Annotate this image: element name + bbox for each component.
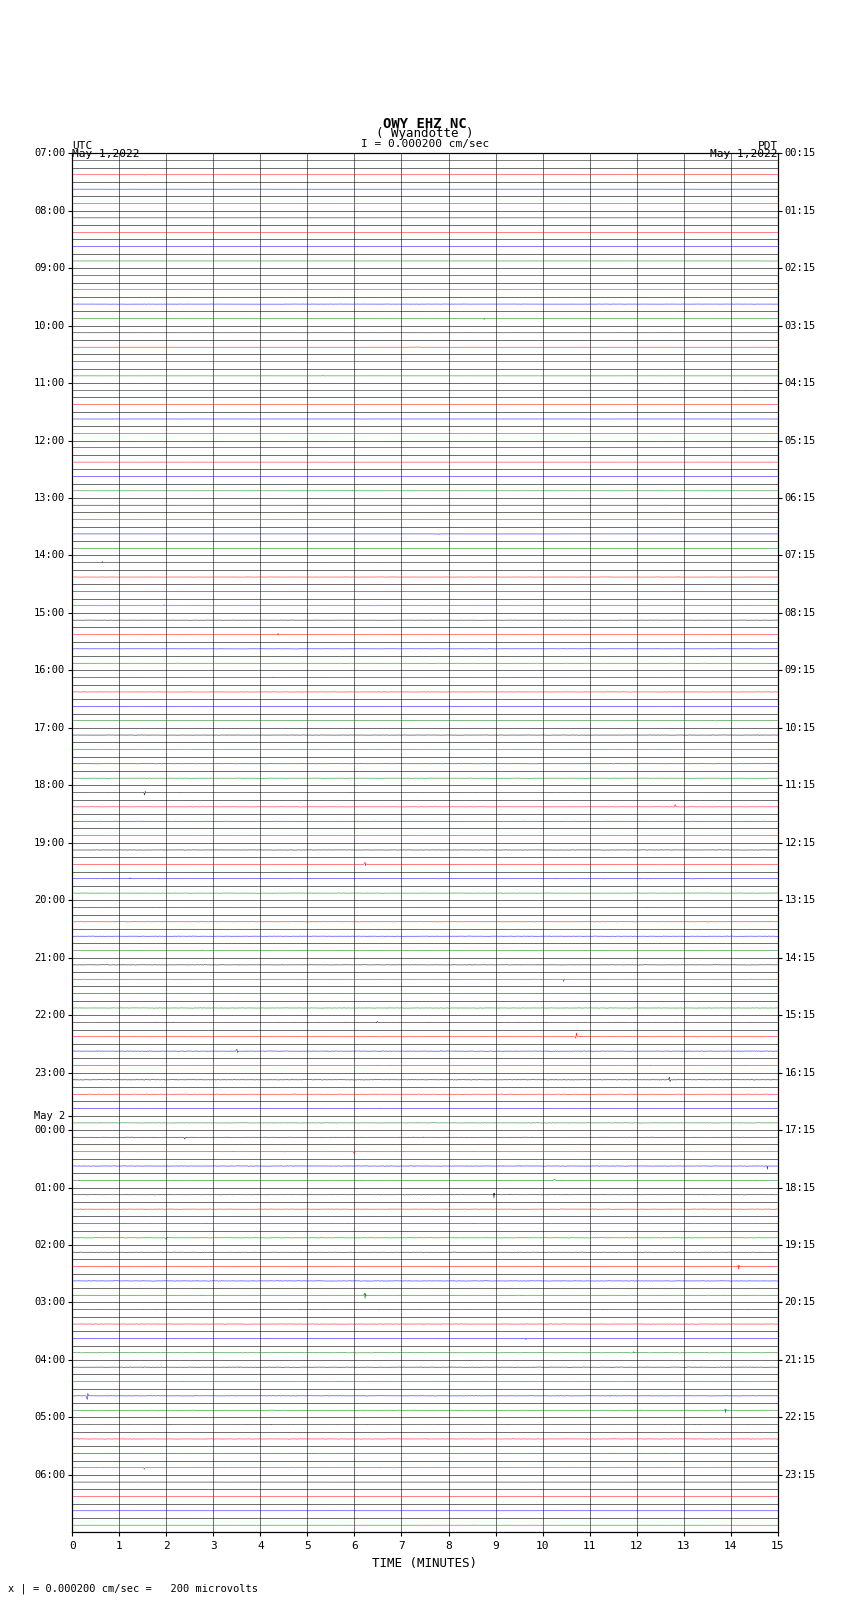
Text: May 1,2022: May 1,2022 xyxy=(711,148,778,160)
Text: May 1,2022: May 1,2022 xyxy=(72,148,139,160)
Text: I = 0.000200 cm/sec: I = 0.000200 cm/sec xyxy=(361,139,489,150)
Text: ( Wyandotte ): ( Wyandotte ) xyxy=(377,126,473,140)
X-axis label: TIME (MINUTES): TIME (MINUTES) xyxy=(372,1557,478,1569)
Text: x | = 0.000200 cm/sec =   200 microvolts: x | = 0.000200 cm/sec = 200 microvolts xyxy=(8,1582,258,1594)
Text: UTC: UTC xyxy=(72,140,93,152)
Text: OWY EHZ NC: OWY EHZ NC xyxy=(383,118,467,132)
Text: PDT: PDT xyxy=(757,140,778,152)
